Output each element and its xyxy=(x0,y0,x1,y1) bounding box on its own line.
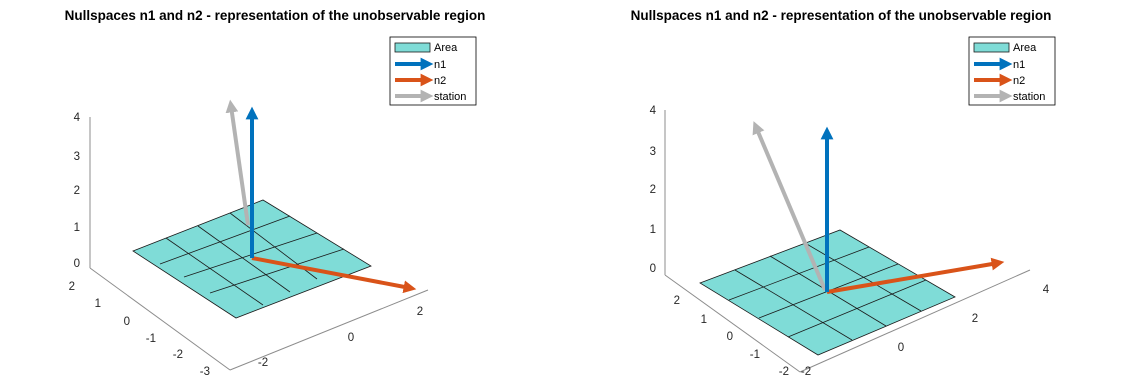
legend-label: Area xyxy=(434,42,458,54)
legend-swatch-area xyxy=(394,42,431,53)
y-tick-label: -2 xyxy=(173,349,183,361)
z-tick-label: 2 xyxy=(74,185,80,197)
vectors xyxy=(225,99,417,294)
z-tick-label: 1 xyxy=(650,224,656,236)
x-axis-line xyxy=(229,289,429,371)
x-tick-label: -2 xyxy=(258,357,268,369)
legend: Area n1 n2 station xyxy=(968,36,1056,106)
vector-station xyxy=(752,121,827,291)
z-tick-label: 2 xyxy=(650,184,656,196)
y-tick-label: 2 xyxy=(69,281,75,293)
y-tick-label: 1 xyxy=(95,298,101,310)
y-tick-label: -3 xyxy=(200,366,210,378)
z-tick-label: 3 xyxy=(650,146,656,158)
chart-left: Nullspaces n1 and n2 - representation of… xyxy=(65,8,486,378)
z-tick-label: 0 xyxy=(650,263,656,275)
y-tick-label: 0 xyxy=(727,331,733,343)
y-tick-label: 0 xyxy=(124,316,130,328)
z-tick-label: 4 xyxy=(650,105,657,117)
legend-label: n1 xyxy=(434,59,446,71)
x-ticks: -2 0 2 xyxy=(258,306,423,369)
chart-title: Nullspaces n1 and n2 - representation of… xyxy=(65,8,486,23)
vectors xyxy=(752,121,1005,294)
x-tick-label: 2 xyxy=(972,313,978,325)
y-tick-label: -2 xyxy=(779,366,789,378)
z-ticks: 4 3 2 1 0 xyxy=(74,112,81,270)
legend-label: station xyxy=(1013,91,1045,103)
area-grid xyxy=(728,242,927,341)
z-tick-label: 1 xyxy=(74,222,80,234)
vector-n2 xyxy=(826,257,1005,294)
x-tick-label: 0 xyxy=(898,342,904,354)
x-tick-label: 4 xyxy=(1043,284,1050,296)
x-tick-label: 0 xyxy=(348,332,354,344)
x-ticks: -2 0 2 4 xyxy=(801,284,1050,378)
legend-swatch-area xyxy=(973,42,1010,53)
y-axis-line xyxy=(89,267,231,371)
vector-station xyxy=(225,99,250,226)
y-tick-label: 1 xyxy=(701,314,707,326)
y-tick-label: 2 xyxy=(674,295,680,307)
y-axis-line xyxy=(664,274,801,373)
x-tick-label: 2 xyxy=(417,306,423,318)
legend-label: station xyxy=(434,91,466,103)
chart-title: Nullspaces n1 and n2 - representation of… xyxy=(631,8,1052,23)
legend-label: n2 xyxy=(434,75,446,87)
y-tick-label: -1 xyxy=(750,349,760,361)
z-tick-label: 3 xyxy=(74,151,80,163)
y-tick-label: -1 xyxy=(146,333,156,345)
legend-label: n2 xyxy=(1013,75,1025,87)
x-axis-line xyxy=(799,269,1031,373)
axes xyxy=(89,117,429,371)
axes xyxy=(664,110,1031,373)
legend: Area n1 n2 station xyxy=(389,36,477,106)
y-ticks: 2 1 0 -1 -2 xyxy=(674,295,789,378)
z-ticks: 4 3 2 1 0 xyxy=(650,105,657,275)
vector-n2 xyxy=(251,256,417,294)
chart-right: Nullspaces n1 and n2 - representation of… xyxy=(631,8,1056,378)
legend-label: Area xyxy=(1013,42,1037,54)
z-tick-label: 4 xyxy=(74,112,81,124)
legend-label: n1 xyxy=(1013,59,1025,71)
z-tick-label: 0 xyxy=(74,258,80,270)
x-tick-label: -2 xyxy=(801,366,811,378)
y-ticks: 2 1 0 -1 -2 -3 xyxy=(69,281,210,378)
